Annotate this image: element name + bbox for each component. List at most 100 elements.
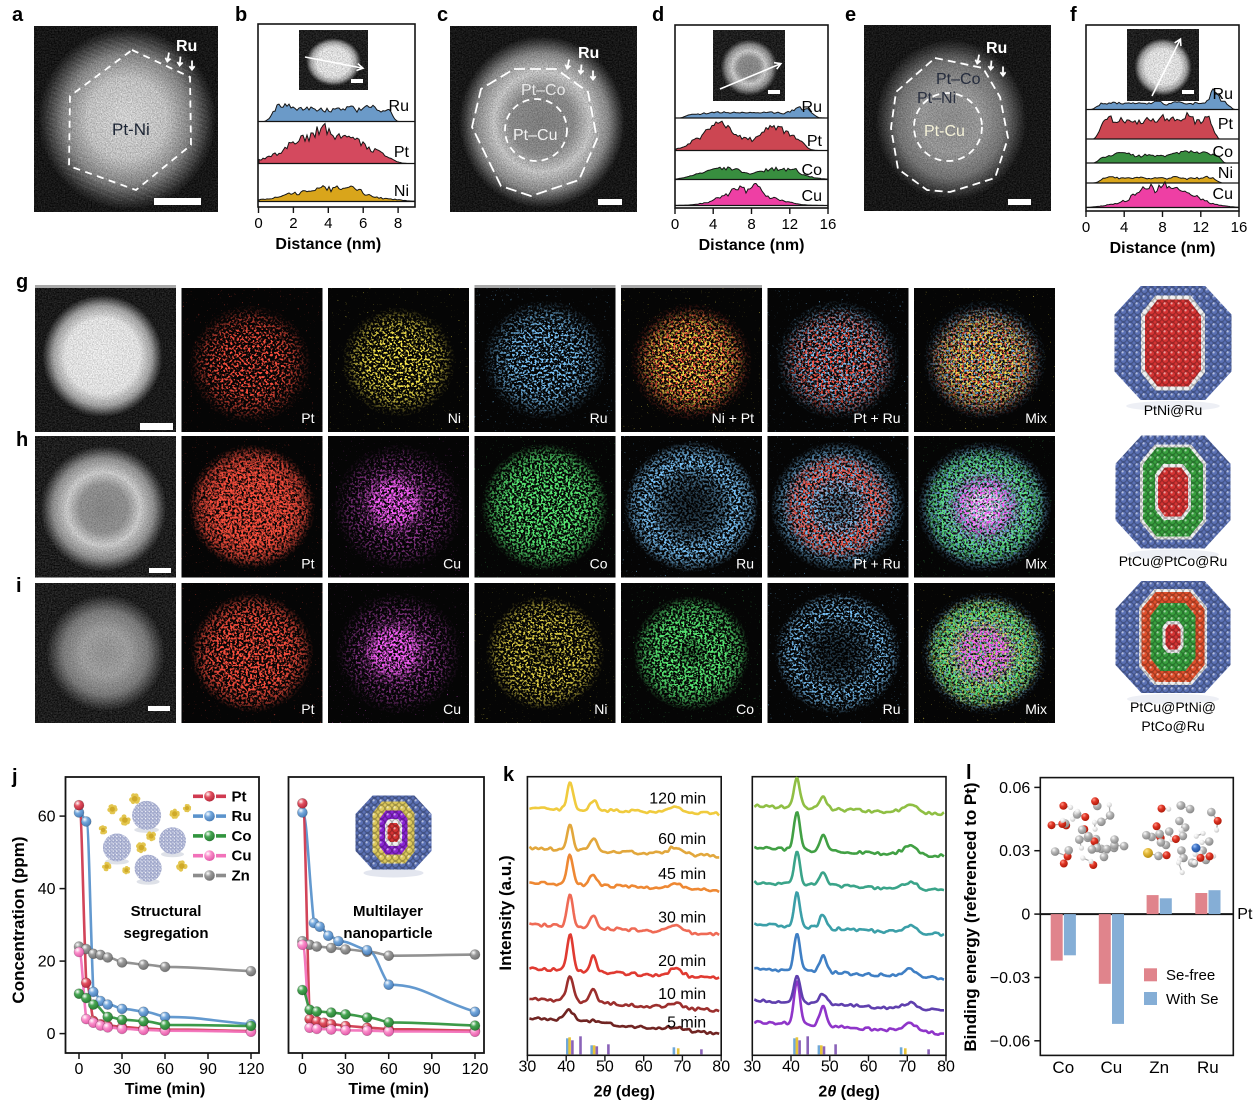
svg-text:45 min: 45 min: [658, 866, 706, 883]
svg-text:16: 16: [820, 216, 837, 233]
svg-text:Ru: Ru: [1197, 1058, 1219, 1077]
svg-text:Cu: Cu: [1213, 186, 1233, 203]
svg-text:50: 50: [821, 1058, 839, 1075]
svg-text:e: e: [845, 4, 856, 26]
svg-text:40: 40: [782, 1058, 800, 1075]
svg-text:Co: Co: [590, 556, 608, 572]
svg-text:Mix: Mix: [1025, 410, 1047, 426]
svg-text:Pt: Pt: [394, 144, 410, 161]
svg-text:Distance (nm): Distance (nm): [1110, 240, 1216, 257]
svg-text:0: 0: [47, 1026, 56, 1043]
svg-text:12: 12: [781, 216, 798, 233]
svg-text:8: 8: [747, 216, 755, 233]
svg-text:Pt–Cu: Pt–Cu: [513, 127, 557, 144]
svg-text:30: 30: [113, 1061, 131, 1078]
svg-text:PtNi@Ru: PtNi@Ru: [1144, 402, 1203, 418]
svg-text:nanoparticle: nanoparticle: [343, 925, 432, 942]
svg-text:0: 0: [671, 216, 679, 233]
svg-text:16: 16: [1231, 219, 1248, 236]
svg-text:Zn: Zn: [1149, 1058, 1169, 1077]
svg-text:12: 12: [1192, 219, 1209, 236]
svg-text:Multilayer: Multilayer: [353, 903, 423, 920]
svg-text:2θ (deg): 2θ (deg): [594, 1083, 655, 1100]
svg-text:Ru: Ru: [986, 40, 1007, 57]
svg-text:8: 8: [394, 215, 402, 232]
svg-text:6: 6: [359, 215, 367, 232]
svg-text:Time (min): Time (min): [125, 1081, 206, 1098]
svg-text:Ni + Pt: Ni + Pt: [712, 410, 755, 426]
svg-text:Ni: Ni: [1218, 165, 1233, 182]
svg-text:60: 60: [156, 1061, 174, 1078]
svg-text:c: c: [437, 4, 448, 26]
svg-text:With Se: With Se: [1166, 991, 1219, 1008]
svg-text:80: 80: [712, 1058, 730, 1075]
svg-text:2: 2: [289, 215, 297, 232]
svg-text:Se-free: Se-free: [1166, 967, 1215, 984]
svg-text:0: 0: [298, 1061, 307, 1078]
svg-text:k: k: [503, 764, 515, 786]
svg-text:Ru: Ru: [1213, 86, 1233, 103]
svg-text:0: 0: [254, 215, 262, 232]
svg-text:Cu: Cu: [443, 701, 461, 717]
svg-text:Ru: Ru: [802, 99, 822, 116]
svg-text:segregation: segregation: [123, 925, 208, 942]
svg-text:Binding energy (referenced to: Binding energy (referenced to Pt): [961, 782, 980, 1051]
svg-text:90: 90: [199, 1061, 217, 1078]
svg-text:Mix: Mix: [1025, 556, 1047, 572]
svg-text:Ru: Ru: [736, 556, 754, 572]
svg-text:Pt: Pt: [1218, 116, 1234, 133]
svg-text:Pt: Pt: [1237, 906, 1253, 923]
svg-text:10 min: 10 min: [658, 986, 706, 1003]
svg-text:60: 60: [380, 1061, 398, 1078]
svg-text:Co: Co: [736, 701, 754, 717]
svg-text:30: 30: [337, 1061, 355, 1078]
svg-text:Structural: Structural: [131, 903, 202, 920]
svg-text:Ru: Ru: [578, 45, 599, 62]
svg-text:60: 60: [860, 1058, 878, 1075]
svg-text:Ru: Ru: [176, 38, 197, 55]
svg-text:Ru: Ru: [883, 701, 901, 717]
svg-text:30: 30: [519, 1058, 537, 1075]
svg-text:Ni: Ni: [594, 701, 607, 717]
svg-text:Distance (nm): Distance (nm): [699, 237, 805, 254]
svg-text:2θ (deg): 2θ (deg): [818, 1083, 879, 1100]
svg-text:Pt-Ni: Pt-Ni: [112, 120, 150, 139]
svg-text:PtCo@Ru: PtCo@Ru: [1141, 718, 1204, 734]
svg-text:PtCu@PtNi@: PtCu@PtNi@: [1130, 699, 1216, 715]
svg-text:PtCu@PtCo@Ru: PtCu@PtCo@Ru: [1119, 553, 1228, 569]
svg-text:90: 90: [423, 1061, 441, 1078]
svg-text:b: b: [235, 4, 247, 26]
svg-text:Pt: Pt: [807, 133, 823, 150]
svg-text:4: 4: [1120, 219, 1128, 236]
svg-text:Distance (nm): Distance (nm): [275, 236, 381, 253]
svg-text:j: j: [11, 766, 18, 788]
svg-text:0.03: 0.03: [999, 843, 1030, 860]
svg-text:Zn: Zn: [232, 868, 250, 885]
svg-text:0: 0: [1082, 219, 1090, 236]
svg-text:a: a: [12, 4, 24, 26]
svg-text:−0.03: −0.03: [990, 970, 1031, 987]
svg-text:40: 40: [38, 881, 56, 898]
svg-text:d: d: [652, 4, 664, 26]
svg-text:Ru: Ru: [389, 98, 409, 115]
svg-text:Time (min): Time (min): [348, 1081, 429, 1098]
svg-text:120 min: 120 min: [649, 791, 706, 808]
svg-text:Pt + Ru: Pt + Ru: [853, 410, 900, 426]
svg-text:120: 120: [238, 1061, 265, 1078]
svg-text:Pt: Pt: [301, 556, 314, 572]
svg-text:−0.06: −0.06: [990, 1033, 1031, 1050]
svg-text:Pt + Ru: Pt + Ru: [853, 556, 900, 572]
svg-text:30: 30: [743, 1058, 761, 1075]
svg-text:Co: Co: [802, 162, 823, 179]
svg-text:Concentration (ppm): Concentration (ppm): [9, 836, 28, 1003]
svg-text:60: 60: [635, 1058, 653, 1075]
svg-text:20 min: 20 min: [658, 953, 706, 970]
svg-text:Pt: Pt: [232, 788, 247, 805]
svg-text:60: 60: [38, 809, 56, 826]
svg-text:f: f: [1070, 4, 1077, 26]
svg-text:Intensity (a.u.): Intensity (a.u.): [496, 855, 515, 970]
svg-text:h: h: [16, 429, 28, 451]
svg-text:5 min: 5 min: [667, 1014, 706, 1031]
svg-text:Cu: Cu: [232, 848, 252, 865]
svg-text:g: g: [16, 271, 28, 293]
